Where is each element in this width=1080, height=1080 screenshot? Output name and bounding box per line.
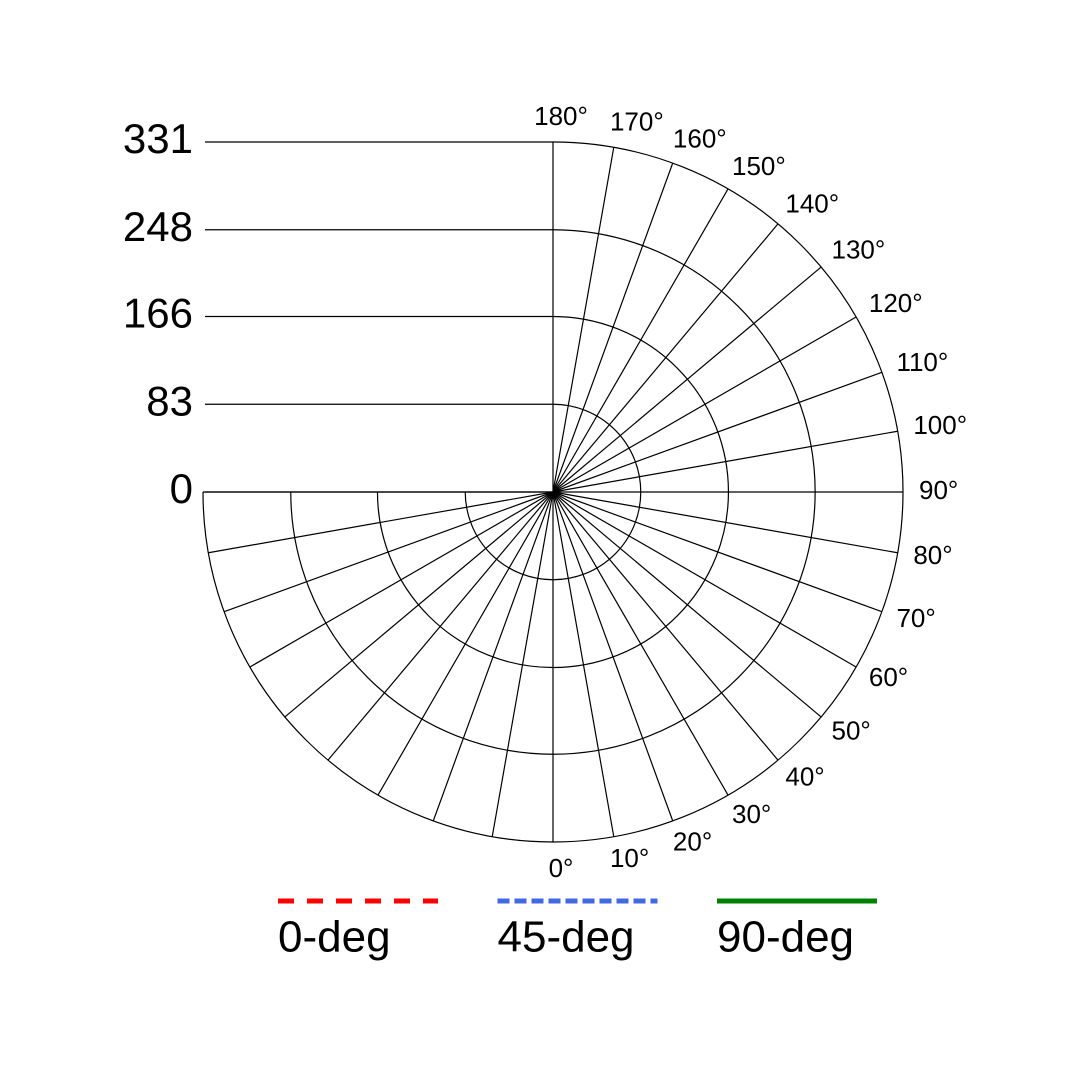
r-tick-label: 331 xyxy=(123,115,193,162)
angle-tick-label: 180° xyxy=(534,101,588,131)
grid-spoke xyxy=(552,491,729,796)
grid-spoke xyxy=(552,491,857,668)
angle-tick-label: 90° xyxy=(919,475,958,505)
grid-spoke xyxy=(208,491,554,554)
grid-spoke xyxy=(377,491,554,796)
grid-spoke xyxy=(552,491,898,554)
angle-tick-label: 170° xyxy=(610,107,664,137)
grid-spoke xyxy=(552,491,615,837)
angle-tick-label: 0° xyxy=(549,853,574,883)
angle-tick-label: 60° xyxy=(869,662,908,692)
angle-tick-label: 80° xyxy=(913,540,952,570)
grid-spoke xyxy=(327,491,554,761)
angle-tick-label: 150° xyxy=(732,151,786,181)
angle-tick-label: 70° xyxy=(896,603,935,633)
angle-tick-label: 160° xyxy=(673,123,727,153)
legend-label: 0-deg xyxy=(278,913,391,962)
r-tick-label: 83 xyxy=(146,377,193,424)
grid-ring xyxy=(290,229,816,755)
grid-spoke xyxy=(552,491,822,718)
grid-spoke xyxy=(552,188,729,493)
angle-tick-label: 130° xyxy=(832,234,886,264)
grid-spoke xyxy=(249,491,554,668)
angle-tick-label: 100° xyxy=(913,410,967,440)
grid-spoke xyxy=(552,223,779,493)
grid-spoke xyxy=(552,491,883,613)
angle-tick-label: 140° xyxy=(785,188,839,218)
grid-ring xyxy=(202,141,904,843)
grid-spoke xyxy=(223,491,554,613)
r-tick-label: 0 xyxy=(170,465,193,512)
grid-spoke xyxy=(552,491,674,822)
legend-label: 45-deg xyxy=(498,913,635,962)
grid-spoke xyxy=(491,491,554,837)
r-tick-label: 166 xyxy=(123,290,193,337)
angle-tick-label: 20° xyxy=(673,826,712,856)
angle-tick-label: 30° xyxy=(732,799,771,829)
grid-spoke xyxy=(552,266,822,493)
grid-ring xyxy=(376,315,730,669)
angle-tick-label: 50° xyxy=(832,715,871,745)
grid-spoke xyxy=(552,430,898,493)
angle-tick-label: 10° xyxy=(610,843,649,873)
grid-spoke xyxy=(552,162,674,493)
legend-label: 90-deg xyxy=(717,913,854,962)
grid-spoke xyxy=(552,371,883,493)
grid-spoke xyxy=(552,147,615,493)
grid-spoke xyxy=(552,316,857,493)
angle-tick-label: 40° xyxy=(785,761,824,791)
grid-spoke xyxy=(432,491,554,822)
grid-spoke xyxy=(552,491,779,761)
angle-tick-label: 120° xyxy=(869,288,923,318)
r-tick-label: 248 xyxy=(123,203,193,250)
angle-tick-label: 110° xyxy=(896,347,948,377)
grid-spoke xyxy=(284,491,554,718)
